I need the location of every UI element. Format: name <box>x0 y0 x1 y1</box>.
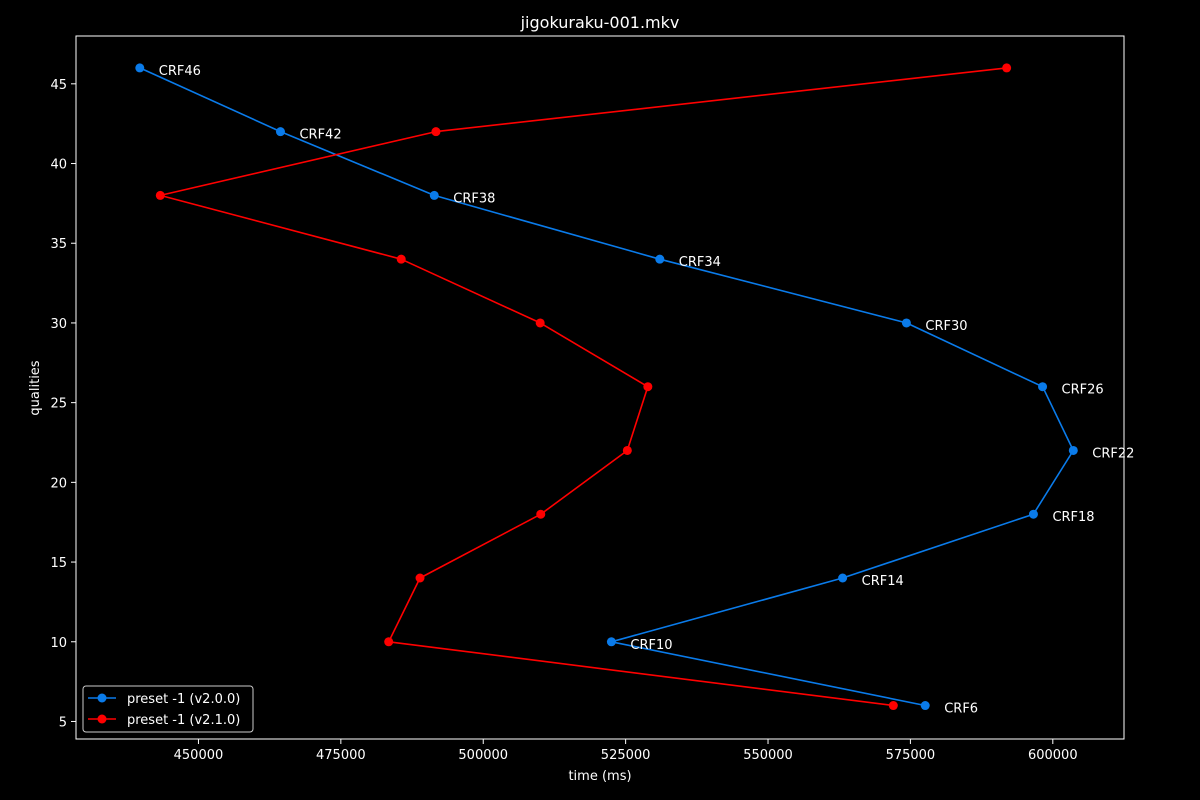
point-label: CRF10 <box>630 638 672 653</box>
point-label: CRF22 <box>1092 446 1134 461</box>
data-point <box>1038 382 1048 392</box>
point-label: CRF14 <box>862 574 904 589</box>
y-tick-label: 40 <box>50 158 67 173</box>
plot-area: 450000 475000 500000 525000 550000 575000 6000… <box>50 63 1134 763</box>
data-point <box>1068 445 1078 455</box>
data-point <box>901 318 911 328</box>
x-tick-label: 600000 <box>1028 748 1078 763</box>
data-point <box>838 573 848 583</box>
point-label: CRF34 <box>679 255 721 270</box>
data-point <box>536 509 546 519</box>
x-tick-label: 525000 <box>601 748 651 763</box>
y-axis-label: qualities <box>28 360 43 415</box>
y-tick-label: 10 <box>50 636 67 651</box>
legend-label: preset -1 (v2.0.0) <box>127 692 240 707</box>
data-point <box>606 637 616 647</box>
data-point <box>431 127 441 137</box>
y-tick-label: 35 <box>50 237 67 252</box>
x-tick-label: 500000 <box>458 748 508 763</box>
data-point <box>655 254 665 264</box>
plot-frame <box>75 35 1125 740</box>
y-tick-label: 30 <box>50 317 67 332</box>
point-label: CRF42 <box>299 128 341 143</box>
data-point <box>384 637 394 647</box>
chart-title: jigokuraku-001.mkv <box>520 13 680 32</box>
data-point <box>1028 509 1038 519</box>
legend-swatch-marker <box>97 714 107 724</box>
data-point <box>396 254 406 264</box>
point-label: CRF26 <box>1062 383 1104 398</box>
data-point <box>155 190 165 200</box>
x-tick-label: 450000 <box>174 748 224 763</box>
x-axis-label: time (ms) <box>568 769 631 784</box>
data-point <box>643 382 653 392</box>
data-point <box>535 318 545 328</box>
data-point <box>429 190 439 200</box>
legend-box <box>82 685 254 733</box>
x-tick-label: 575000 <box>886 748 936 763</box>
data-point <box>920 701 930 711</box>
y-tick-label: 5 <box>59 715 67 730</box>
data-point <box>888 701 898 711</box>
y-tick-label: 25 <box>50 397 67 412</box>
point-label: CRF18 <box>1052 510 1094 525</box>
legend-swatch-marker <box>97 693 107 703</box>
data-point <box>415 573 425 583</box>
y-tick-label: 15 <box>50 556 67 571</box>
y-tick-label: 45 <box>50 78 67 93</box>
x-tick-label: 475000 <box>316 748 366 763</box>
point-label: CRF46 <box>159 64 201 79</box>
data-point <box>275 127 285 137</box>
point-label: CRF38 <box>453 191 495 206</box>
point-label: CRF30 <box>925 319 967 334</box>
data-point <box>1002 63 1012 73</box>
y-tick-label: 20 <box>50 476 67 491</box>
data-point <box>622 445 632 455</box>
point-label: CRF6 <box>944 702 978 717</box>
data-point <box>135 63 145 73</box>
legend: preset -1 (v2.0.0) preset -1 (v2.1.0) <box>82 685 254 733</box>
legend-label: preset -1 (v2.1.0) <box>127 713 240 728</box>
x-tick-label: 550000 <box>743 748 793 763</box>
